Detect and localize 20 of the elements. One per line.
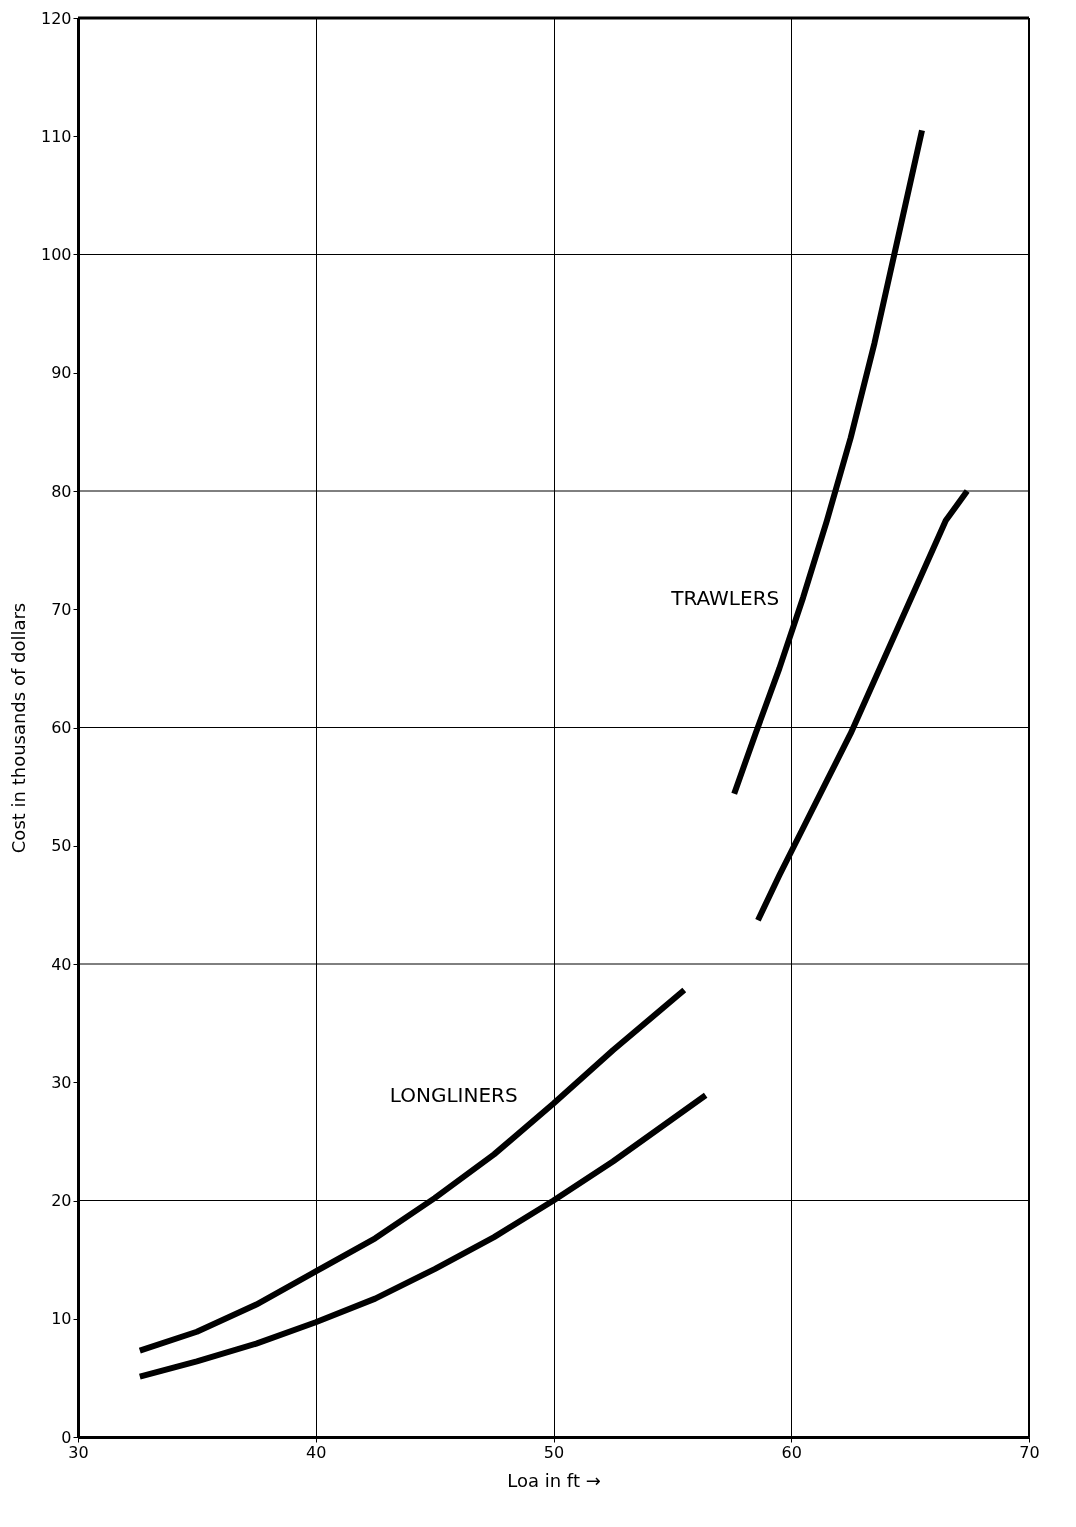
y-tick-label: 30: [51, 1072, 72, 1092]
annotation: TRAWLERS: [670, 585, 780, 610]
x-tick-label: 70: [1019, 1442, 1040, 1462]
y-tick-label: 100: [40, 245, 72, 264]
y-tick-label: 20: [51, 1191, 72, 1210]
y-tick-label: 10: [51, 1309, 72, 1329]
y-tick-label: 90: [51, 363, 72, 383]
annotation: LONGLINERS: [389, 1082, 518, 1107]
y-tick-label: 60: [51, 718, 72, 737]
y-tick-label: 50: [51, 836, 72, 856]
y-tick-label: 70: [51, 599, 72, 619]
y-tick-label: 110: [40, 126, 72, 146]
x-tick-label: 40: [306, 1442, 327, 1462]
x-tick-label: 60: [781, 1442, 802, 1462]
y-tick-label: 80: [51, 481, 72, 501]
y-axis-title: Cost in thousands of dollars: [7, 602, 29, 854]
x-tick-label: 50: [543, 1442, 565, 1462]
y-tick-label: 40: [51, 954, 72, 974]
x-axis-title: Loa in ft →: [507, 1469, 601, 1491]
y-tick-label: 120: [40, 8, 72, 28]
